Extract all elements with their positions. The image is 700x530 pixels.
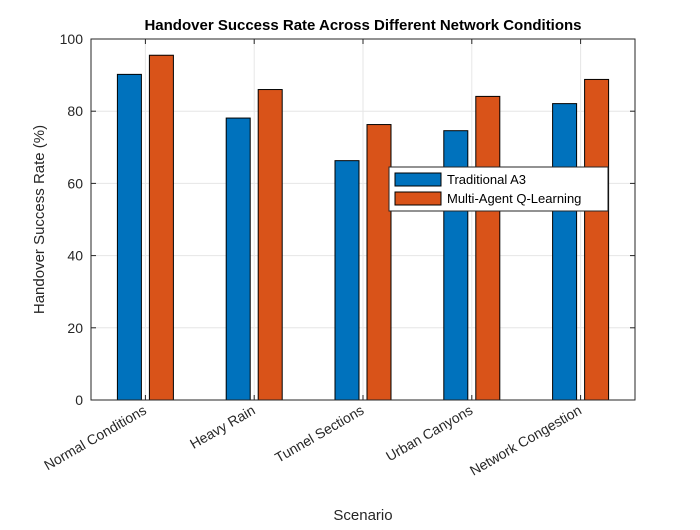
- y-tick-label: 60: [67, 175, 83, 191]
- y-tick-label: 0: [75, 392, 83, 408]
- bar-multi-agent-q-learning-heavy-rain: [257, 89, 283, 401]
- y-axis-ticks: 0 20 40 60 80 100: [60, 31, 635, 408]
- legend-swatch-multi-agent-q-learning: [394, 191, 442, 206]
- y-tick-label: 100: [60, 31, 84, 47]
- bar-traditional-a3-heavy-rain: [225, 117, 251, 401]
- bar-traditional-a3-tunnel-sections: [334, 160, 360, 401]
- bar-multi-agent-q-learning-urban-canyons: [475, 95, 501, 401]
- x-axis-label: Scenario: [333, 507, 392, 524]
- y-tick-label: 40: [67, 248, 83, 264]
- y-tick-label: 20: [67, 320, 83, 336]
- legend-label-multi-agent-q-learning: Multi-Agent Q-Learning: [447, 191, 581, 206]
- y-tick-label: 80: [67, 103, 83, 119]
- legend: Traditional A3 Multi-Agent Q-Learning: [388, 166, 609, 212]
- chart-title: Handover Success Rate Across Different N…: [144, 17, 581, 34]
- bar-multi-agent-q-learning-network-congestion: [584, 78, 610, 401]
- legend-swatch-traditional-a3: [394, 172, 442, 187]
- bar-multi-agent-q-learning-normal-conditions: [148, 54, 174, 401]
- bar-traditional-a3-normal-conditions: [116, 73, 142, 401]
- bar-multi-agent-q-learning-tunnel-sections: [366, 124, 392, 401]
- bar-traditional-a3-network-congestion: [552, 103, 578, 401]
- legend-label-traditional-a3: Traditional A3: [447, 172, 526, 187]
- y-axis-label: Handover Success Rate (%): [31, 125, 48, 314]
